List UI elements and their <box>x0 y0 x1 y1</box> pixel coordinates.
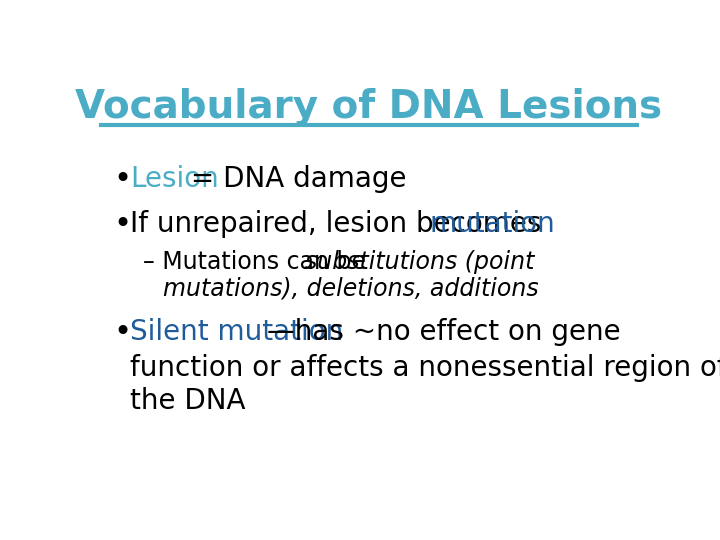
Text: If unrepaired, lesion becomes: If unrepaired, lesion becomes <box>130 210 550 238</box>
Text: substitutions (point: substitutions (point <box>305 250 535 274</box>
Text: •: • <box>114 319 132 347</box>
Text: function or affects a nonessential region of: function or affects a nonessential regio… <box>130 354 720 382</box>
Text: the DNA: the DNA <box>130 387 246 415</box>
Text: = DNA damage: = DNA damage <box>182 165 407 193</box>
Text: mutations), deletions, additions: mutations), deletions, additions <box>163 277 538 301</box>
Text: mutation: mutation <box>430 210 556 238</box>
Text: —has ~no effect on gene: —has ~no effect on gene <box>267 319 621 347</box>
Text: Silent mutation: Silent mutation <box>130 319 343 347</box>
Text: – Mutations can be: – Mutations can be <box>143 250 374 274</box>
Text: •: • <box>114 210 132 239</box>
Text: Vocabulary of DNA Lesions: Vocabulary of DNA Lesions <box>76 87 662 126</box>
Text: •: • <box>114 165 132 194</box>
Text: Lesion: Lesion <box>130 165 219 193</box>
